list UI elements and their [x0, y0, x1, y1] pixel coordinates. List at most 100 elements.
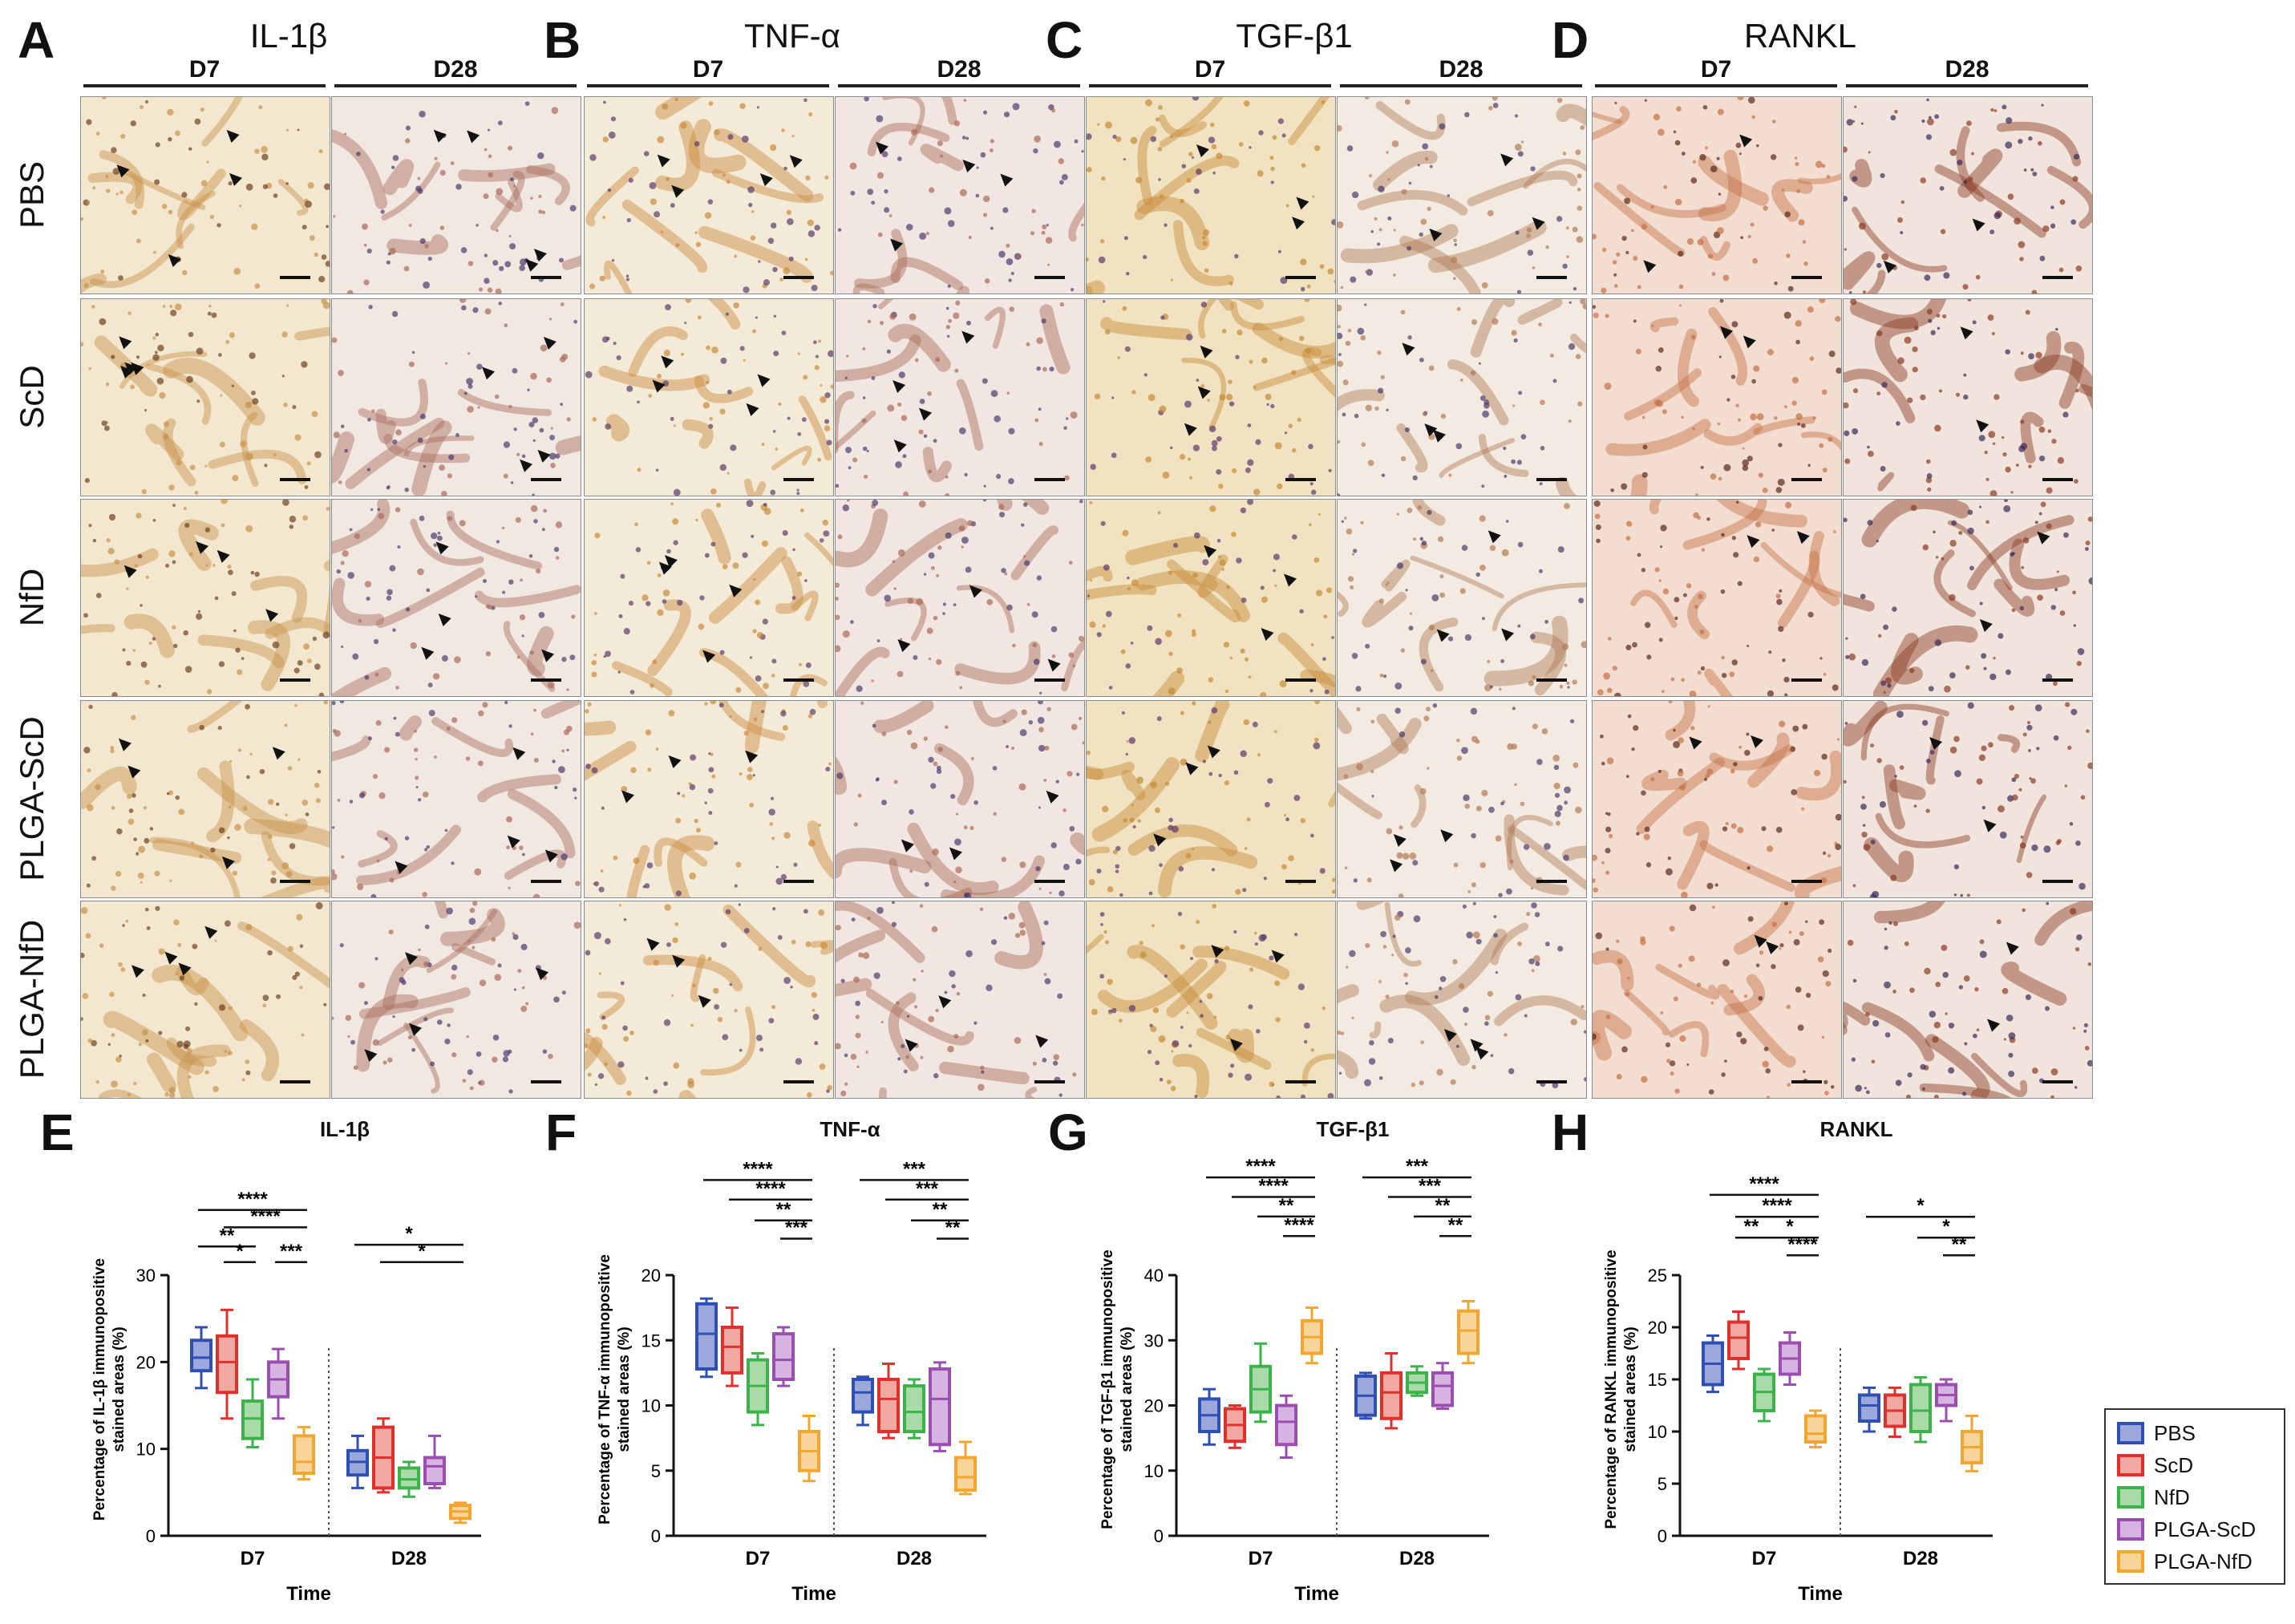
micrograph-d-plga-scd-d28: [1843, 700, 2093, 898]
micrograph-a-plga-nfd-d28: [331, 901, 581, 1099]
panel-letter: D: [1552, 11, 1589, 69]
micrograph-c-plga-scd-d28: [1337, 700, 1587, 898]
legend-label: PLGA-ScD: [2154, 1517, 2257, 1541]
legend-swatch: [2117, 1550, 2144, 1573]
x-group-label: D28: [1399, 1548, 1435, 1569]
significance-label: ****: [250, 1205, 281, 1227]
micrograph-c-pbs-d7: [1086, 96, 1336, 294]
significance-label: *: [236, 1241, 244, 1262]
box-plga-scd-d28: [929, 1367, 951, 1447]
chart-svg: 0 5 10 15 20 Percentage of TNF-α immunopositi…: [597, 1158, 986, 1605]
micrograph-a-pbs-d7: [80, 96, 330, 294]
significance-label: ***: [916, 1178, 939, 1200]
day-label: D28: [433, 56, 478, 83]
legend-item: PLGA-ScD: [2117, 1516, 2256, 1543]
column-rule: [587, 84, 829, 87]
micrograph-c-plga-nfd-d28: [1337, 901, 1587, 1099]
significance-label: **: [220, 1225, 235, 1246]
marker-title: TNF-α: [744, 17, 840, 55]
significance-label: **: [945, 1217, 961, 1239]
chart-title: RANKL: [1819, 1117, 1893, 1141]
significance-label: **: [1744, 1216, 1759, 1237]
y-tick-label: 20: [136, 1352, 156, 1372]
chart-g: 0 10 20 30 40 Percentage of TGF-β1 immunoposi…: [1056, 1107, 1505, 1620]
box-pbs-d28: [852, 1378, 874, 1414]
significance-label: ****: [237, 1189, 268, 1210]
micrograph-c-pbs-d28: [1337, 96, 1587, 294]
legend-label: ScD: [2154, 1452, 2194, 1477]
micrograph-c-plga-nfd-d7: [1086, 901, 1336, 1099]
box-scd-d7: [721, 1326, 743, 1375]
micrograph-c-plga-scd-d7: [1086, 700, 1336, 898]
column-rule: [838, 84, 1080, 87]
panel-letter: B: [544, 11, 581, 69]
row-label: ScD: [13, 364, 51, 429]
legend-item: PLGA-NfD: [2117, 1548, 2252, 1575]
micrograph-a-plga-nfd-d7: [80, 901, 330, 1099]
y-tick-label: 20: [642, 1266, 661, 1286]
x-axis-label: Time: [1294, 1583, 1339, 1605]
legend-label: NfD: [2154, 1484, 2190, 1509]
y-tick-label: 25: [1648, 1266, 1667, 1286]
y-axis-label: Percentage of RANKL immunopositive staine…: [1603, 1249, 1639, 1529]
marker-title: IL-1β: [249, 17, 328, 55]
legend-item: PBS: [2117, 1419, 2196, 1447]
box-plga-scd-d7: [1275, 1403, 1297, 1447]
day-label: D28: [1945, 56, 1989, 83]
marker-title: TGF-β1: [1236, 17, 1353, 55]
y-tick-label: 10: [136, 1440, 156, 1460]
significance-label: ***: [280, 1241, 303, 1262]
significance-label: ****: [1258, 1176, 1289, 1197]
significance-label: *: [1942, 1216, 1950, 1237]
x-group-label: D7: [1752, 1548, 1777, 1569]
box-nfd-d28: [903, 1384, 925, 1433]
micrograph-c-nfd-d28: [1337, 499, 1587, 697]
x-axis-label: Time: [791, 1583, 836, 1605]
micrograph-b-nfd-d28: [835, 499, 1085, 697]
day-label: D7: [1700, 56, 1732, 83]
column-rule: [1595, 84, 1837, 87]
box-nfd-d28: [1909, 1383, 1932, 1433]
micrograph-a-scd-d28: [331, 298, 581, 496]
column-rule: [334, 84, 577, 87]
micrograph-a-pbs-d28: [331, 96, 581, 294]
day-label: D7: [188, 56, 221, 83]
day-label: D7: [1194, 56, 1226, 83]
y-tick-label: 5: [651, 1461, 661, 1481]
chart-title: IL-1β: [319, 1117, 370, 1141]
chart-panel-letter: E: [40, 1104, 75, 1161]
box-nfd-d28: [398, 1466, 420, 1490]
column-rule: [83, 84, 326, 87]
micrograph-a-plga-scd-d7: [80, 700, 330, 898]
y-tick-label: 5: [1658, 1474, 1667, 1494]
box-plga-nfd-d28: [954, 1456, 977, 1492]
x-group-label: D28: [391, 1548, 427, 1569]
micrograph-c-scd-d7: [1086, 298, 1336, 496]
legend-swatch: [2117, 1454, 2144, 1476]
y-axis-label: Percentage of TNF-α immunopositive staine…: [597, 1254, 633, 1525]
box-plga-scd-d7: [772, 1332, 795, 1381]
box-pbs-d7: [695, 1302, 718, 1371]
y-tick-label: 30: [1144, 1330, 1164, 1351]
legend-item: NfD: [2117, 1484, 2190, 1511]
significance-label: ***: [1406, 1156, 1429, 1177]
micrograph-c-nfd-d7: [1086, 499, 1336, 697]
x-group-label: D7: [1249, 1548, 1273, 1569]
y-tick-label: 20: [1648, 1318, 1667, 1338]
significance-label: **: [776, 1199, 791, 1221]
box-scd-d7: [216, 1334, 238, 1395]
micrograph-c-scd-d28: [1337, 298, 1587, 496]
column-rule: [1340, 84, 1582, 87]
micrograph-b-scd-d7: [584, 298, 834, 496]
chart-svg: 0 10 20 30 Percentage of IL-1β immunopositiv…: [91, 1189, 481, 1605]
panel-letter: A: [18, 11, 55, 69]
significance-label: **: [933, 1199, 948, 1221]
micrograph-d-pbs-d7: [1592, 96, 1842, 294]
y-tick-label: 20: [1144, 1396, 1164, 1416]
legend-item: ScD: [2117, 1452, 2193, 1479]
significance-label: ****: [1787, 1233, 1818, 1255]
micrograph-b-nfd-d7: [584, 499, 834, 697]
micrograph-d-plga-nfd-d28: [1843, 901, 2093, 1099]
chart-title: TNF-α: [820, 1117, 880, 1141]
legend-swatch: [2117, 1518, 2144, 1541]
